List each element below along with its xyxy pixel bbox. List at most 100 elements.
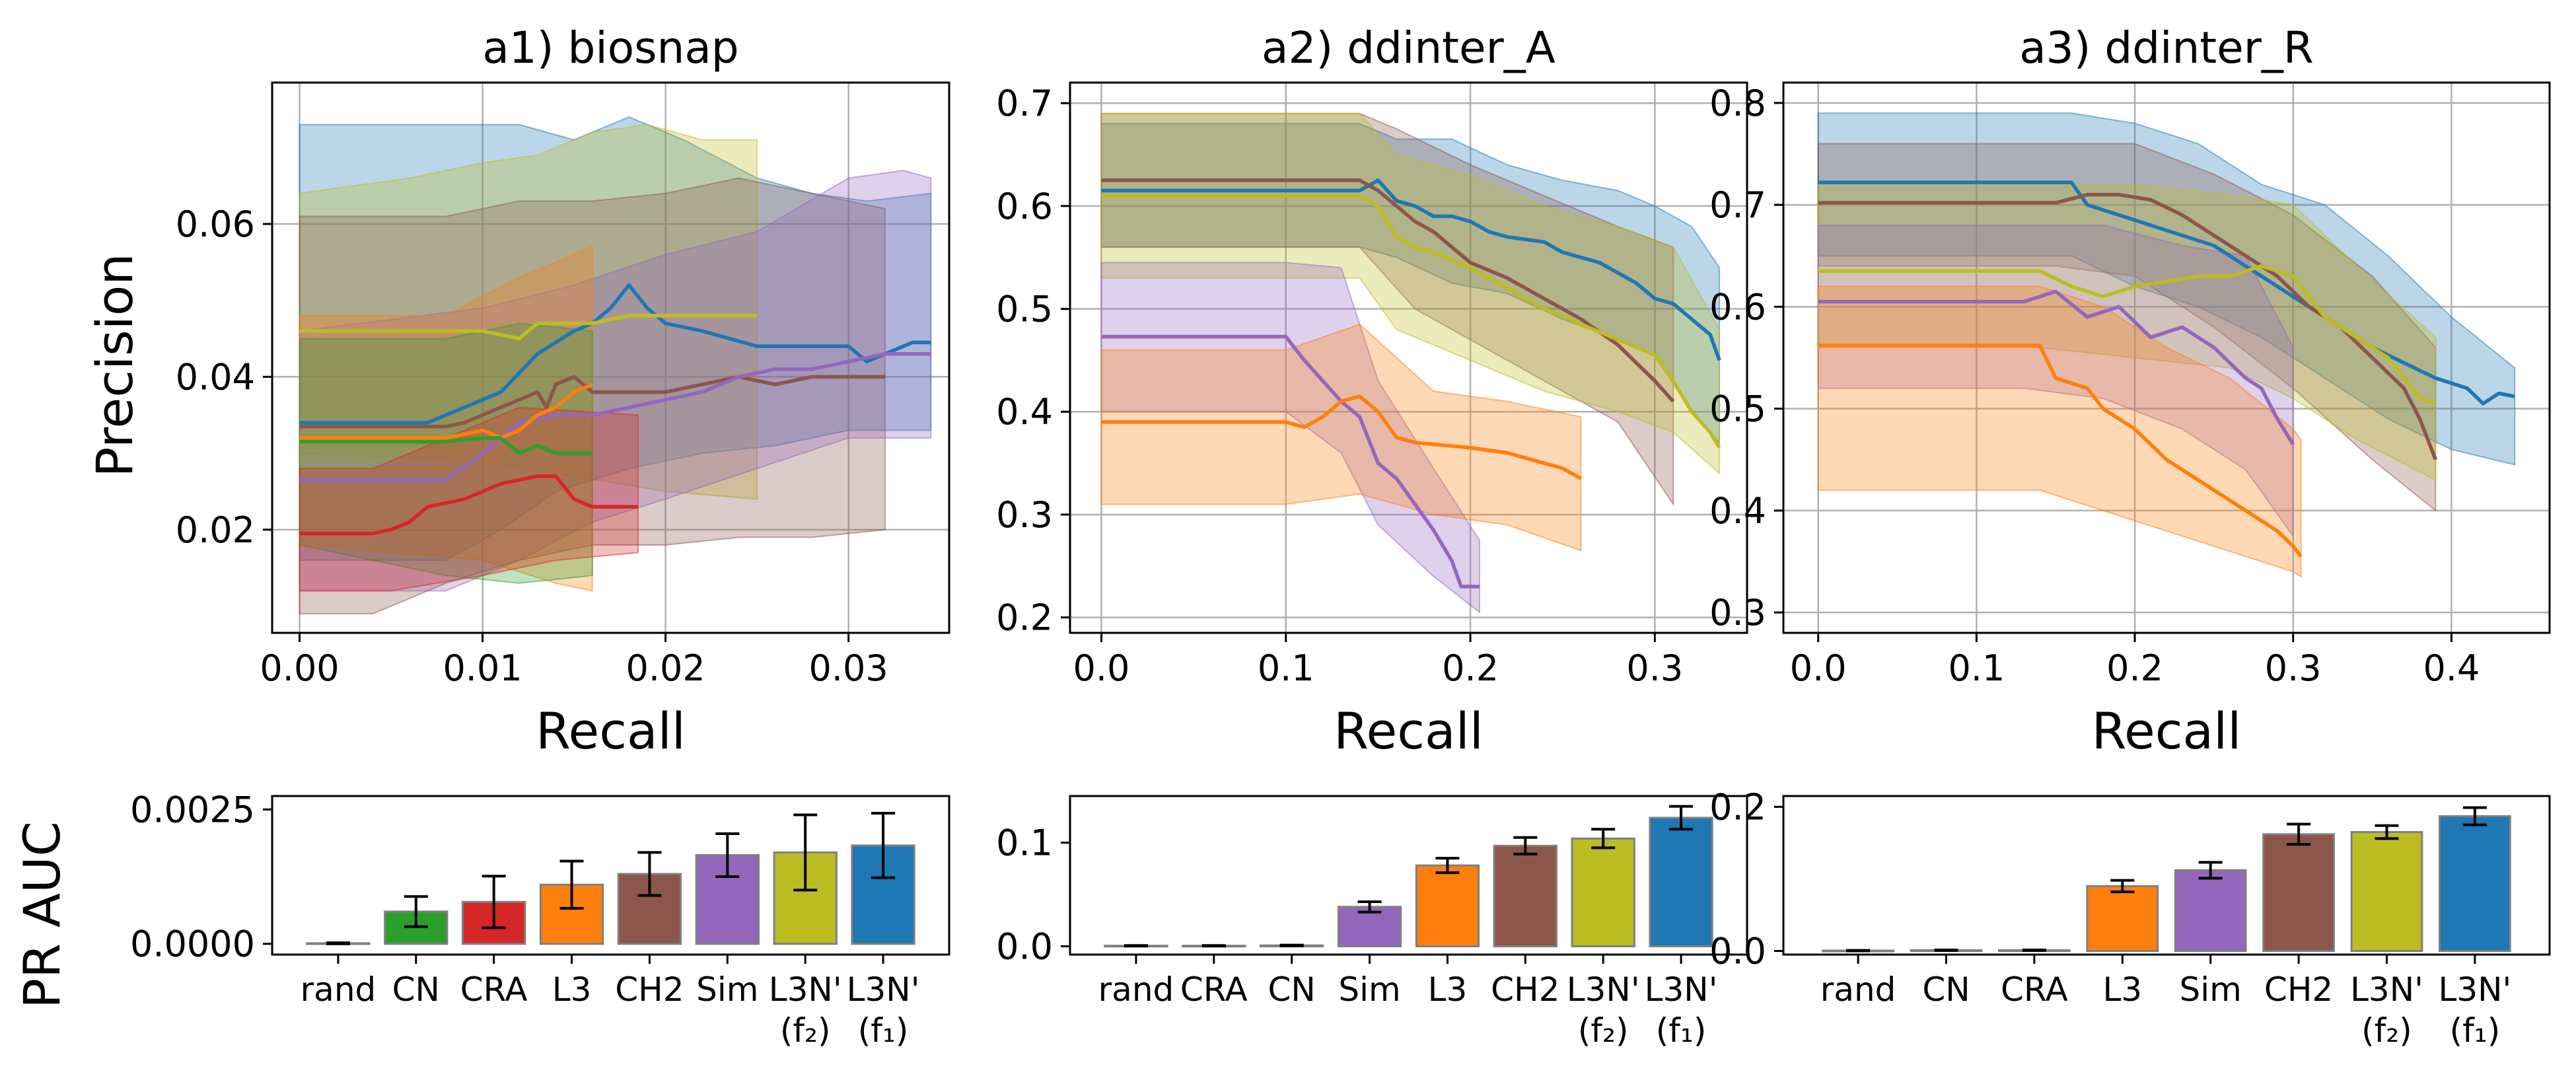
y-tick-label: 0.4 [996,391,1053,433]
category-label: CN [1268,970,1316,1009]
band-L3 [1817,285,2302,578]
x-axis-label: Recall [536,702,686,760]
category-label: CRA [460,970,528,1009]
y-tick-label: 0.04 [176,356,255,398]
category-label: L3 [2102,970,2142,1009]
bar-L3 [1415,864,1480,947]
y-tick-label: 0.8 [1709,83,1766,124]
band-CH2 [1817,143,2437,512]
x-tick-label: 0.00 [260,647,339,689]
panel-title: a3) ddinter_R [2019,22,2314,73]
series-line-L3Nf2 [1818,264,2437,406]
y-tick-label: 0.4 [1709,490,1766,532]
category-label: CN [1922,970,1970,1009]
series-line-L3Nf1 [1818,180,2515,406]
band-L3 [299,246,593,592]
y-tick-label: 0.5 [996,289,1053,330]
category-label: L3N' [847,970,920,1009]
y-tick-label: 0.0 [1709,931,1766,972]
category-label: (f₂) [2361,1011,2412,1050]
band-CH2 [1100,112,1674,507]
x-tick-label: 0.2 [2106,647,2163,689]
category-label: (f₂) [1578,1011,1629,1050]
category-label: CH2 [1491,970,1559,1009]
bar-CH2 [2262,833,2335,953]
category-label: L3 [1428,970,1468,1009]
category-label: CRA [1180,970,1248,1009]
y-tick-label: 0.2 [1709,786,1766,828]
x-tick-label: 0.4 [2423,647,2480,689]
category-label: L3N' [2438,970,2511,1009]
axes-frame [1782,795,2551,956]
axes-frame [271,81,950,634]
category-label: L3N' [1645,970,1718,1009]
series-line-Sim [1818,289,2295,446]
category-label: (f₁) [858,1011,909,1050]
axes-frame [1069,81,1748,634]
bar-L3Nf1 [2439,815,2511,953]
y-tick-label: 0.2 [996,597,1053,639]
bar-Sim [1337,906,1402,947]
y-tick-label: 0.7 [1709,184,1766,226]
series-line-Sim [299,351,931,482]
y-tick-label: 0.0 [996,926,1053,967]
category-label: rand [301,970,376,1009]
bar-panel-b3: rand CN CRA L3 Sim CH2 L3N'(f₂)L3N'(f₁)0.00.2 [1709,786,2551,1050]
category-label: L3 [552,970,592,1009]
series-line-L3Nf1 [299,283,931,425]
category-label: (f₁) [1656,1011,1707,1050]
axes-frame [271,795,950,956]
series-line-L3 [299,382,593,440]
x-axis-label: Recall [1334,702,1484,760]
x-tick-label: 0.03 [809,647,888,689]
category-label: Sim [2180,970,2242,1009]
panel-title: a1) biosnap [482,22,738,73]
bar-Sim [2174,869,2247,953]
pr-auc-ylabel: PR AUC [13,821,71,1008]
category-label: rand [1098,970,1174,1009]
x-tick-label: 0.1 [1258,647,1314,689]
y-tick-label: 0.5 [1709,388,1766,430]
x-tick-label: 0.1 [1948,647,2005,689]
category-label: CH2 [2264,970,2333,1009]
series-line-Sim [1101,334,1480,589]
panels: 0.00 0.01 0.02 0.03 0.02 0.04 0.06 a1) biosnap R… [130,22,2551,1050]
category-label: rand [1820,970,1896,1009]
category-label: Sim [696,970,758,1009]
series-line-L3Nf1 [1101,178,1721,361]
category-label: CN [392,970,440,1009]
bar-panel-b2: rand CRA CN Sim L3 CH2 L3N'(f₂)L3N'(f₁)0.00.1 [996,795,1748,1050]
series-line-CRA [299,474,639,536]
y-tick-label: 0.0025 [130,789,255,830]
bar-L3 [2086,885,2159,953]
bar-L3Nf2 [1571,837,1635,947]
y-tick-label: 0.02 [176,509,255,551]
y-tick-label: 0.06 [176,203,255,245]
series-line-L3 [1818,344,2303,558]
bar-L3Nf2 [2350,831,2423,953]
y-tick-label: 0.6 [996,186,1053,227]
series-line-CH2 [1101,178,1675,403]
y-tick-label: 0.6 [1709,286,1766,328]
band-L3Nf2 [1817,184,2437,482]
series-line-CH2 [299,375,886,429]
bar-CH2 [1493,844,1557,947]
x-tick-label: 0.02 [626,647,705,689]
x-tick-label: 0.3 [1626,647,1683,689]
y-tick-label: 0.7 [996,83,1053,124]
x-tick-label: 0.0 [1790,647,1847,689]
y-tick-label: 0.1 [996,822,1053,864]
band-Sim [299,170,932,592]
panel-title: a2) ddinter_A [1262,22,1556,73]
series-line-CH2 [1818,192,2438,460]
category-label: Sim [1338,970,1400,1009]
series-line-CN [299,436,592,455]
category-label: CH2 [615,970,684,1009]
category-label: L3N' [769,970,842,1009]
band-L3Nf2 [1100,112,1721,475]
category-label: CRA [2001,970,2068,1009]
category-label: L3N' [1567,970,1640,1009]
bar-L3Nf1 [1649,817,1713,947]
x-tick-label: 0.2 [1442,647,1499,689]
